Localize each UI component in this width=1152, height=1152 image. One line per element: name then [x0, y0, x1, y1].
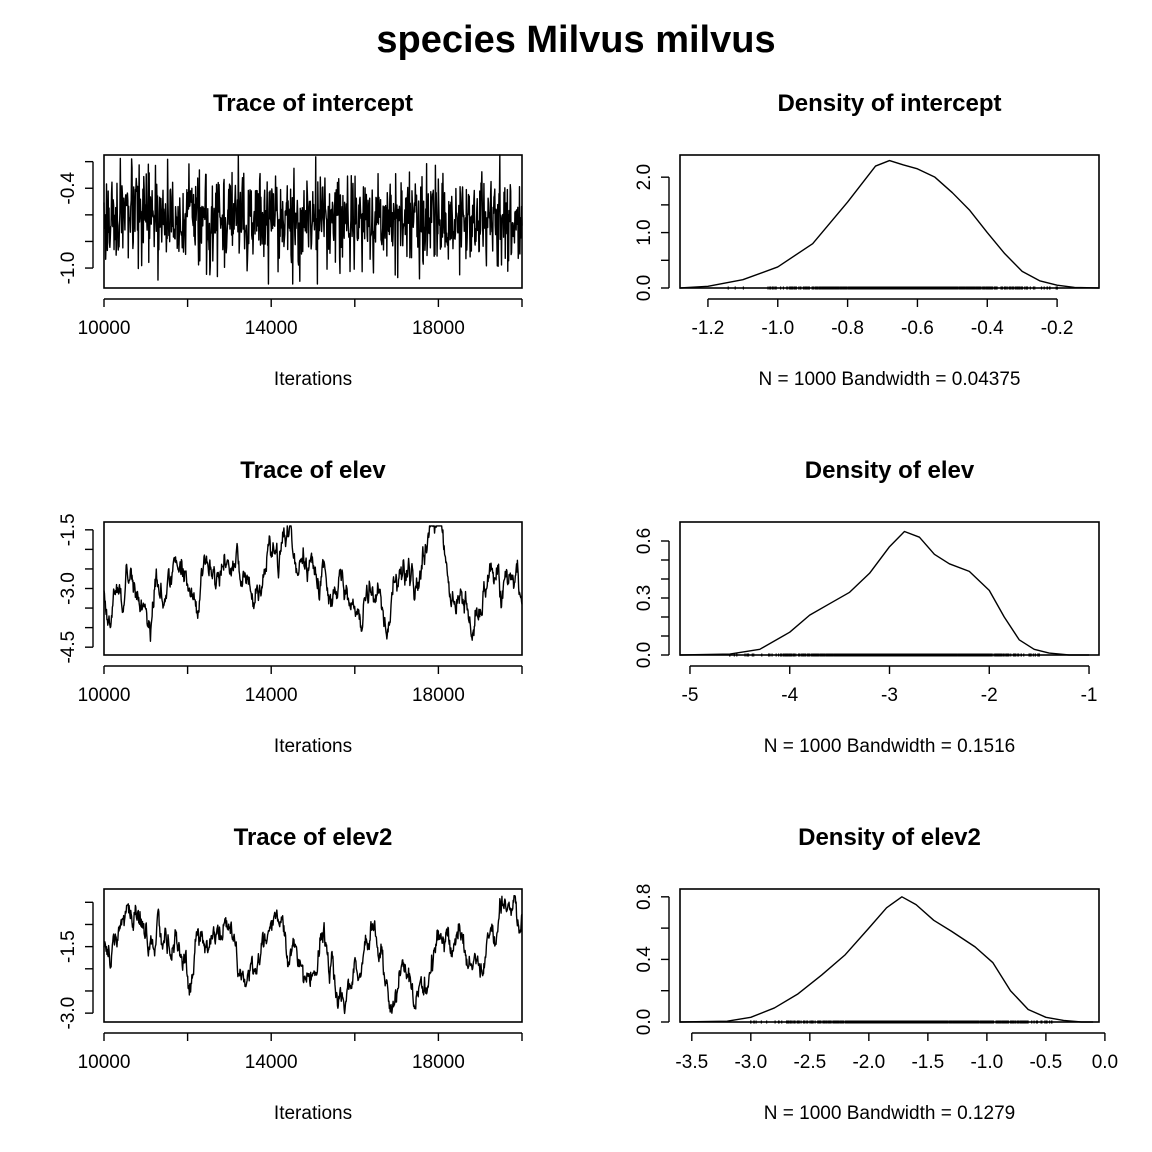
trace-elev-panel: Trace of elev 10000 14000 18000 -4.5 -3.0 -1.5…	[58, 457, 523, 757]
density-intercept-rug	[727, 286, 1058, 290]
density-intercept-y-tick-label: 0.0	[634, 275, 655, 301]
trace-elev2-frame	[103, 888, 523, 1023]
density-elev-x-tick-label: -3	[881, 685, 898, 706]
trace-elev2-trace-line	[103, 894, 523, 1015]
trace-elev2-x-tick-label: 10000	[78, 1052, 131, 1073]
density-intercept-density-curve	[679, 159, 1100, 289]
density-elev-rug	[729, 653, 1040, 657]
density-elev-panel: Density of elev -5 -4 -3 -2 -1 0.0 0.3 0.6 N = 10…	[634, 457, 1100, 757]
density-elev-frame	[679, 521, 1100, 656]
density-elev-x-label: N = 1000 Bandwidth = 0.1516	[764, 736, 1015, 757]
density-elev2-y-tick-label: 0.4	[634, 946, 655, 973]
figure-title: species Milvus milvus	[376, 19, 775, 61]
density-intercept-x-label: N = 1000 Bandwidth = 0.04375	[759, 369, 1021, 390]
trace-elev2-y-tick-label: -1.5	[58, 930, 79, 963]
trace-intercept-trace-line	[103, 154, 523, 285]
trace-elev2-x-tick-label: 14000	[245, 1052, 298, 1073]
density-intercept-frame	[679, 154, 1100, 289]
trace-elev-frame	[103, 521, 523, 656]
trace-elev2-y-tick-label: -3.0	[58, 997, 79, 1030]
trace-elev-y-tick-label: -1.5	[58, 513, 79, 546]
density-elev2-y-tick-label: 0.8	[634, 884, 655, 910]
trace-elev-x-tick-label: 18000	[412, 685, 465, 706]
density-elev2-x-tick-label: -2.5	[793, 1052, 826, 1073]
density-elev2-x-tick-label: -2.0	[852, 1052, 885, 1073]
trace-elev2-x-label: Iterations	[274, 1103, 352, 1124]
density-intercept-y-tick-label: 1.0	[634, 219, 655, 245]
density-elev2-title: Density of elev2	[798, 824, 981, 851]
density-elev2-x-tick-label: -0.5	[1030, 1052, 1063, 1073]
trace-elev-trace-line	[103, 525, 523, 642]
trace-intercept-panel: Trace of intercept 10000 14000 18000 -1.0 -0.…	[58, 90, 523, 390]
trace-intercept-x-tick-label: 10000	[78, 318, 131, 339]
density-elev-x-tick-label: -1	[1081, 685, 1098, 706]
density-intercept-title: Density of intercept	[777, 90, 1001, 117]
density-intercept-x-tick-label: -1.0	[761, 318, 794, 339]
density-elev2-x-tick-label: 0.0	[1092, 1052, 1118, 1073]
trace-elev-x-label: Iterations	[274, 736, 352, 757]
density-elev2-panel: Density of elev2 -3.5 -3.0 -2.5 -2.0 -1.5 -1.0…	[634, 824, 1118, 1124]
density-elev-title: Density of elev	[805, 457, 975, 484]
density-elev-y-tick-label: 0.0	[634, 642, 655, 668]
trace-elev2-title: Trace of elev2	[234, 824, 393, 851]
density-elev2-x-tick-label: -1.5	[911, 1052, 944, 1073]
density-elev-x-tick-label: -5	[682, 685, 699, 706]
trace-intercept-y-tick-label: -1.0	[58, 252, 79, 285]
trace-elev-y-tick-label: -4.5	[58, 631, 79, 664]
trace-elev-x-tick-label: 10000	[78, 685, 131, 706]
density-intercept-x-tick-label: -1.2	[692, 318, 725, 339]
density-elev2-y-tick-label: 0.0	[634, 1009, 655, 1035]
trace-elev-y-tick-label: -3.0	[58, 572, 79, 605]
trace-elev2-panel: Trace of elev2 10000 14000 18000 -3.0 -1.5 Ite…	[58, 824, 523, 1124]
density-intercept-y-tick-label: 2.0	[634, 164, 655, 190]
density-elev2-x-tick-label: -1.0	[970, 1052, 1003, 1073]
density-elev2-density-curve	[679, 896, 1094, 1023]
density-intercept-x-tick-label: -0.8	[831, 318, 864, 339]
density-elev-x-tick-label: -2	[981, 685, 998, 706]
density-elev-y-tick-label: 0.3	[634, 585, 655, 611]
density-elev2-x-tick-label: -3.5	[675, 1052, 708, 1073]
trace-elev-x-tick-label: 14000	[245, 685, 298, 706]
trace-intercept-x-tick-label: 14000	[245, 318, 298, 339]
density-elev2-rug	[750, 1020, 1053, 1024]
density-elev-y-tick-label: 0.6	[634, 528, 655, 554]
trace-elev-title: Trace of elev	[240, 457, 386, 484]
density-elev-x-tick-label: -4	[781, 685, 798, 706]
density-elev-density-curve	[679, 530, 1090, 656]
density-elev2-x-tick-label: -3.0	[734, 1052, 767, 1073]
density-intercept-x-tick-label: -0.6	[901, 318, 934, 339]
trace-intercept-x-label: Iterations	[274, 369, 352, 390]
density-elev2-x-label: N = 1000 Bandwidth = 0.1279	[764, 1103, 1015, 1124]
density-intercept-panel: Density of intercept -1.2 -1.0 -0.8 -0.6 -0.4…	[634, 90, 1100, 390]
density-elev2-frame	[679, 888, 1100, 1023]
trace-intercept-x-tick-label: 18000	[412, 318, 465, 339]
density-intercept-x-tick-label: -0.2	[1041, 318, 1074, 339]
density-intercept-x-tick-label: -0.4	[971, 318, 1004, 339]
trace-intercept-title: Trace of intercept	[213, 90, 413, 117]
trace-intercept-y-tick-label: -0.4	[58, 171, 79, 204]
trace-elev2-x-tick-label: 18000	[412, 1052, 465, 1073]
